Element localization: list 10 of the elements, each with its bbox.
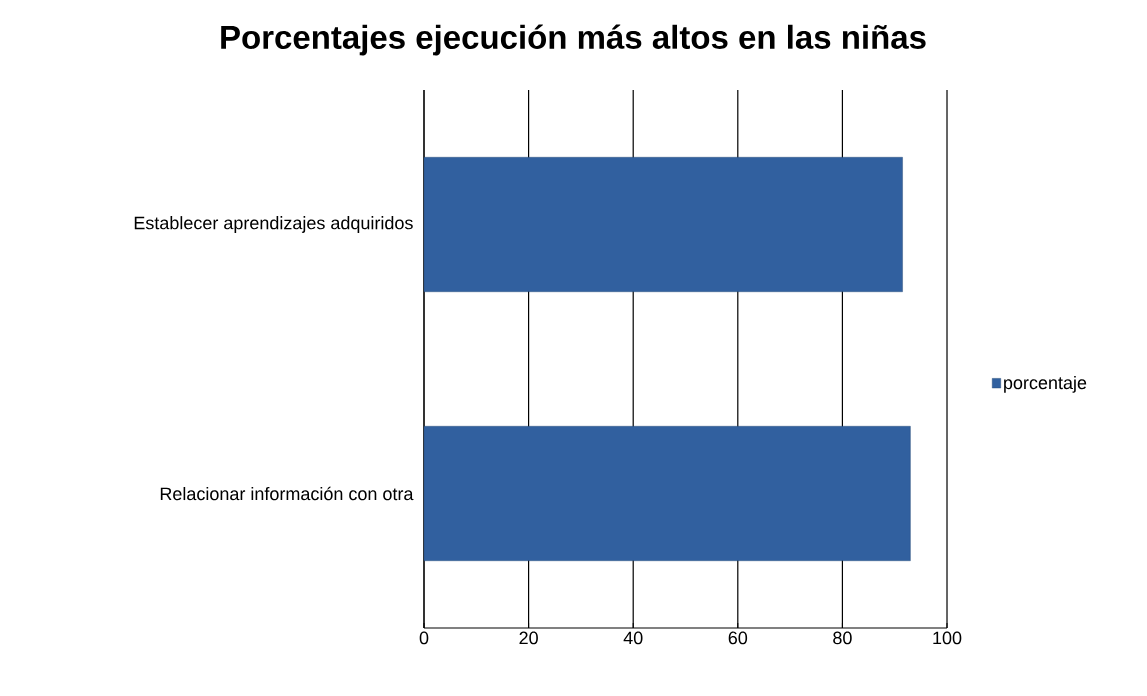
chart-title: Porcentajes ejecución más altos en las niñas bbox=[221, 24, 926, 56]
x-tick-label: 20 bbox=[519, 631, 538, 645]
x-tick-label: 40 bbox=[623, 631, 643, 645]
x-tick-label: 0 bbox=[419, 631, 429, 645]
x-tick-label: 100 bbox=[933, 631, 962, 645]
x-tick-label: 80 bbox=[833, 631, 852, 645]
x-tick-label: 60 bbox=[728, 631, 748, 645]
y-tick-label: Relacionar información con otra bbox=[160, 486, 414, 501]
legend-label: porcentaje bbox=[1004, 375, 1087, 393]
y-tick-label: Establecer aprendizajes adquiridos bbox=[134, 216, 413, 233]
